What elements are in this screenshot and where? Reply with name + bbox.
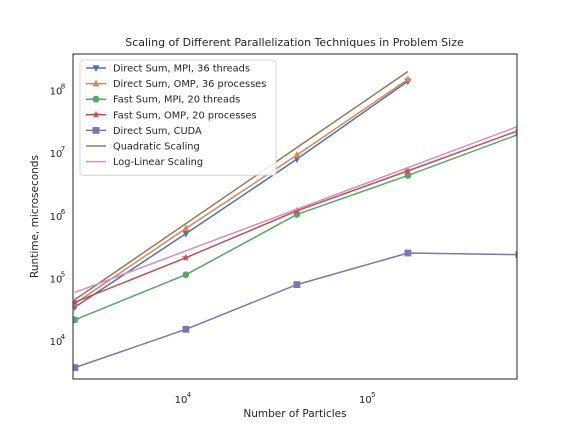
data-point bbox=[182, 230, 190, 238]
series-2 bbox=[73, 75, 412, 307]
legend-label: Fast Sum, OMP, 20 processes bbox=[113, 110, 257, 121]
legend-label: Log-Linear Scaling bbox=[113, 157, 203, 168]
data-point bbox=[403, 166, 412, 175]
y-tick-label: 10 bbox=[50, 212, 63, 223]
data-point bbox=[182, 325, 190, 333]
legend-item: Direct Sum, MPI, 36 threads bbox=[86, 64, 250, 75]
data-point bbox=[182, 271, 190, 279]
data-point bbox=[404, 75, 412, 83]
series-7 bbox=[74, 125, 517, 294]
y-tick-exponent: 8 bbox=[61, 82, 65, 90]
chart-title: Scaling of Different Parallelization Tec… bbox=[125, 36, 464, 49]
legend-marker bbox=[92, 127, 100, 134]
data-point bbox=[404, 249, 412, 257]
legend-label: Direct Sum, OMP, 36 processes bbox=[113, 79, 266, 90]
y-tick-label: 10 bbox=[50, 275, 63, 286]
legend-marker bbox=[92, 65, 100, 72]
legend-marker bbox=[92, 95, 100, 103]
y-tick-exponent: 6 bbox=[61, 208, 66, 216]
data-point bbox=[515, 251, 517, 259]
legend-box bbox=[79, 59, 277, 176]
legend-label: Quadratic Scaling bbox=[113, 142, 200, 153]
x-tick-exponent: 5 bbox=[371, 391, 375, 399]
legend-item: Fast Sum, MPI, 20 threads bbox=[86, 95, 240, 106]
data-point bbox=[404, 172, 412, 179]
data-point bbox=[73, 316, 79, 324]
legend-item: Direct Sum, CUDA bbox=[86, 126, 202, 137]
y-tick-exponent: 4 bbox=[61, 333, 66, 341]
data-point bbox=[293, 281, 301, 288]
data-point bbox=[514, 129, 517, 134]
series-line bbox=[74, 78, 409, 305]
data-point bbox=[292, 206, 301, 215]
data-point bbox=[181, 253, 190, 262]
plot-frame bbox=[72, 53, 518, 380]
series-4 bbox=[73, 129, 517, 306]
y-tick-exponent: 7 bbox=[61, 145, 65, 153]
legend-label: Direct Sum, CUDA bbox=[113, 126, 202, 137]
x-axis-label: Number of Particles bbox=[243, 408, 346, 420]
series-6 bbox=[74, 70, 409, 301]
y-tick-label: 10 bbox=[50, 86, 63, 97]
data-point bbox=[182, 224, 190, 232]
legend-marker bbox=[92, 79, 100, 87]
data-point bbox=[73, 364, 79, 371]
y-axis-label: Runtime, microseconds bbox=[29, 155, 41, 278]
series-line bbox=[74, 70, 409, 301]
legend: Direct Sum, MPI, 36 threads Direct Sum, O… bbox=[79, 59, 277, 176]
legend-label: Direct Sum, MPI, 36 threads bbox=[113, 64, 250, 75]
legend-item: Quadratic Scaling bbox=[86, 142, 200, 153]
legend-item: Log-Linear Scaling bbox=[86, 157, 203, 168]
data-point bbox=[73, 297, 79, 306]
series-line bbox=[74, 125, 517, 294]
legend-item: Fast Sum, OMP, 20 processes bbox=[86, 110, 257, 121]
y-tick-label: 10 bbox=[50, 337, 63, 348]
x-tick-label: 10 bbox=[175, 395, 188, 406]
x-tick-label: 10 bbox=[359, 395, 372, 406]
legend-item: Direct Sum, OMP, 36 processes bbox=[86, 79, 266, 90]
series-line bbox=[74, 80, 409, 308]
data-point bbox=[293, 156, 301, 164]
legend-marker bbox=[92, 110, 100, 119]
y-tick-exponent: 5 bbox=[61, 271, 65, 279]
legend-label: Fast Sum, MPI, 20 threads bbox=[113, 95, 240, 106]
data-point bbox=[293, 151, 301, 158]
series-5 bbox=[73, 249, 517, 371]
y-tick-label: 10 bbox=[50, 149, 63, 160]
x-tick-exponent: 4 bbox=[187, 391, 192, 399]
